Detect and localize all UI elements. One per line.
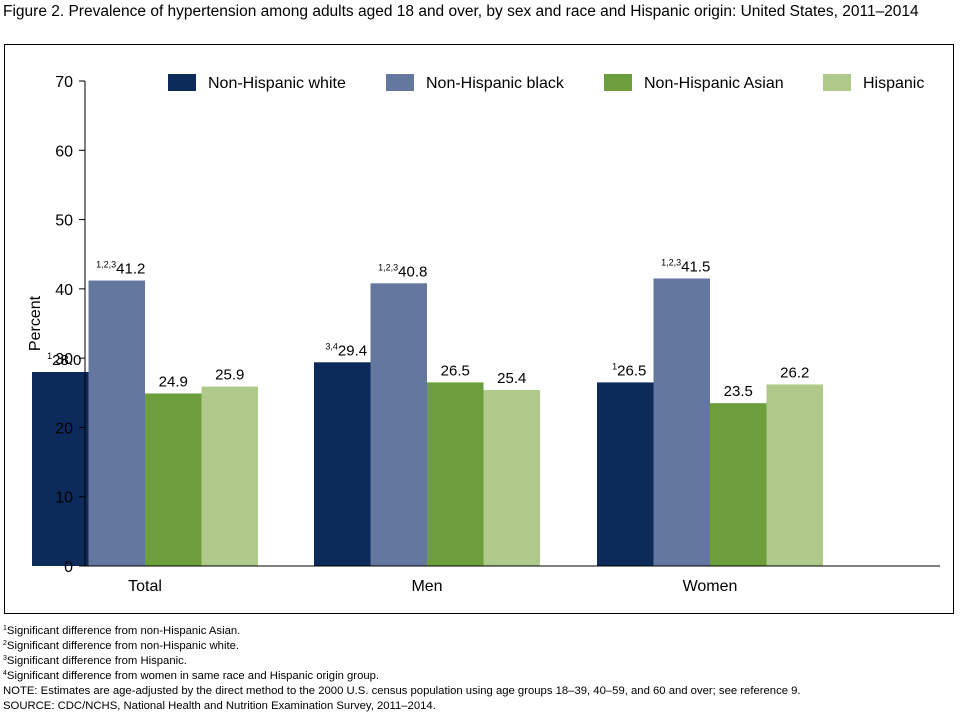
data-label: 25.4 xyxy=(497,370,526,387)
data-label-superscript: 3,4 xyxy=(325,341,338,351)
y-tick-label: 40 xyxy=(55,282,73,299)
y-tick-label: 30 xyxy=(55,351,73,368)
data-label-value: 40.8 xyxy=(398,263,427,280)
figure-title: Figure 2. Prevalence of hypertension amo… xyxy=(3,3,919,20)
data-label-value: 41.2 xyxy=(116,261,145,278)
bar-non-hispanic-asian-total xyxy=(145,393,202,566)
bar-non-hispanic-white-total xyxy=(32,372,89,566)
legend-label: Non-Hispanic black xyxy=(426,75,565,92)
footnote-2: 2Significant difference from non-Hispani… xyxy=(3,640,240,652)
x-category-label: Women xyxy=(683,578,738,595)
data-label: 1,2,341.2 xyxy=(96,260,145,278)
data-label-value: 29.4 xyxy=(338,342,367,359)
y-tick-label: 50 xyxy=(55,213,73,230)
y-tick-label: 20 xyxy=(55,420,73,437)
data-label: 128.0 xyxy=(47,351,81,369)
legend-label: Non-Hispanic Asian xyxy=(644,75,784,92)
bar-non-hispanic-black-total xyxy=(88,280,145,566)
legend-swatch xyxy=(386,74,414,91)
data-label-superscript: 1 xyxy=(47,351,52,361)
data-label: 3,429.4 xyxy=(325,341,367,359)
y-tick-label: 70 xyxy=(55,74,73,91)
data-label: 23.5 xyxy=(724,383,753,400)
data-label: 25.9 xyxy=(215,367,244,384)
bar-hispanic-women xyxy=(766,384,823,566)
y-tick-label: 0 xyxy=(64,559,73,576)
data-label-value: 28.0 xyxy=(52,352,81,369)
data-label-superscript: 1,2,3 xyxy=(661,257,681,267)
legend-swatch xyxy=(823,74,851,91)
data-label-value: 41.5 xyxy=(681,258,710,275)
footnote-3: 3Significant difference from Hispanic. xyxy=(3,655,187,667)
legend-swatch xyxy=(168,74,196,91)
bar-hispanic-total xyxy=(201,386,258,566)
bar-non-hispanic-asian-men xyxy=(427,382,484,566)
y-axis-title: Percent xyxy=(27,295,44,351)
footnote-4: 4Significant difference from women in sa… xyxy=(3,670,380,682)
bar-non-hispanic-white-men xyxy=(314,362,371,566)
bar-non-hispanic-white-women xyxy=(597,382,654,566)
bar-non-hispanic-black-women xyxy=(653,278,710,566)
footnote-1: 1Significant difference from non-Hispani… xyxy=(3,625,241,637)
bar-non-hispanic-black-men xyxy=(370,283,427,566)
data-label-superscript: 1,2,3 xyxy=(378,262,398,272)
data-label: 24.9 xyxy=(159,373,188,390)
note: NOTE: Estimates are age-adjusted by the … xyxy=(3,685,801,697)
x-category-label: Total xyxy=(128,578,162,595)
data-label: 1,2,341.5 xyxy=(661,257,710,275)
y-tick-label: 60 xyxy=(55,143,73,160)
bar-non-hispanic-asian-women xyxy=(710,403,767,566)
legend-label: Non-Hispanic white xyxy=(208,75,346,92)
source: SOURCE: CDC/NCHS, National Health and Nu… xyxy=(3,700,436,712)
bar-hispanic-men xyxy=(483,390,540,566)
legend-label: Hispanic xyxy=(863,75,924,92)
data-label: 1,2,340.8 xyxy=(378,262,427,280)
data-label: 26.5 xyxy=(441,362,470,379)
y-tick-label: 10 xyxy=(55,490,73,507)
footnotes: 1Significant difference from non-Hispani… xyxy=(3,624,958,714)
chart-frame: 128.0 3,429.4 126.5 1,2,341.2 1,2,340.8 1,2,3… xyxy=(4,44,954,614)
data-label-value: 26.5 xyxy=(617,362,646,379)
legend-swatch xyxy=(604,74,632,91)
data-label: 26.2 xyxy=(780,364,809,381)
data-label: 126.5 xyxy=(612,361,646,379)
data-label-superscript: 1,2,3 xyxy=(96,260,116,270)
data-label-superscript: 1 xyxy=(612,361,617,371)
x-category-label: Men xyxy=(411,578,442,595)
